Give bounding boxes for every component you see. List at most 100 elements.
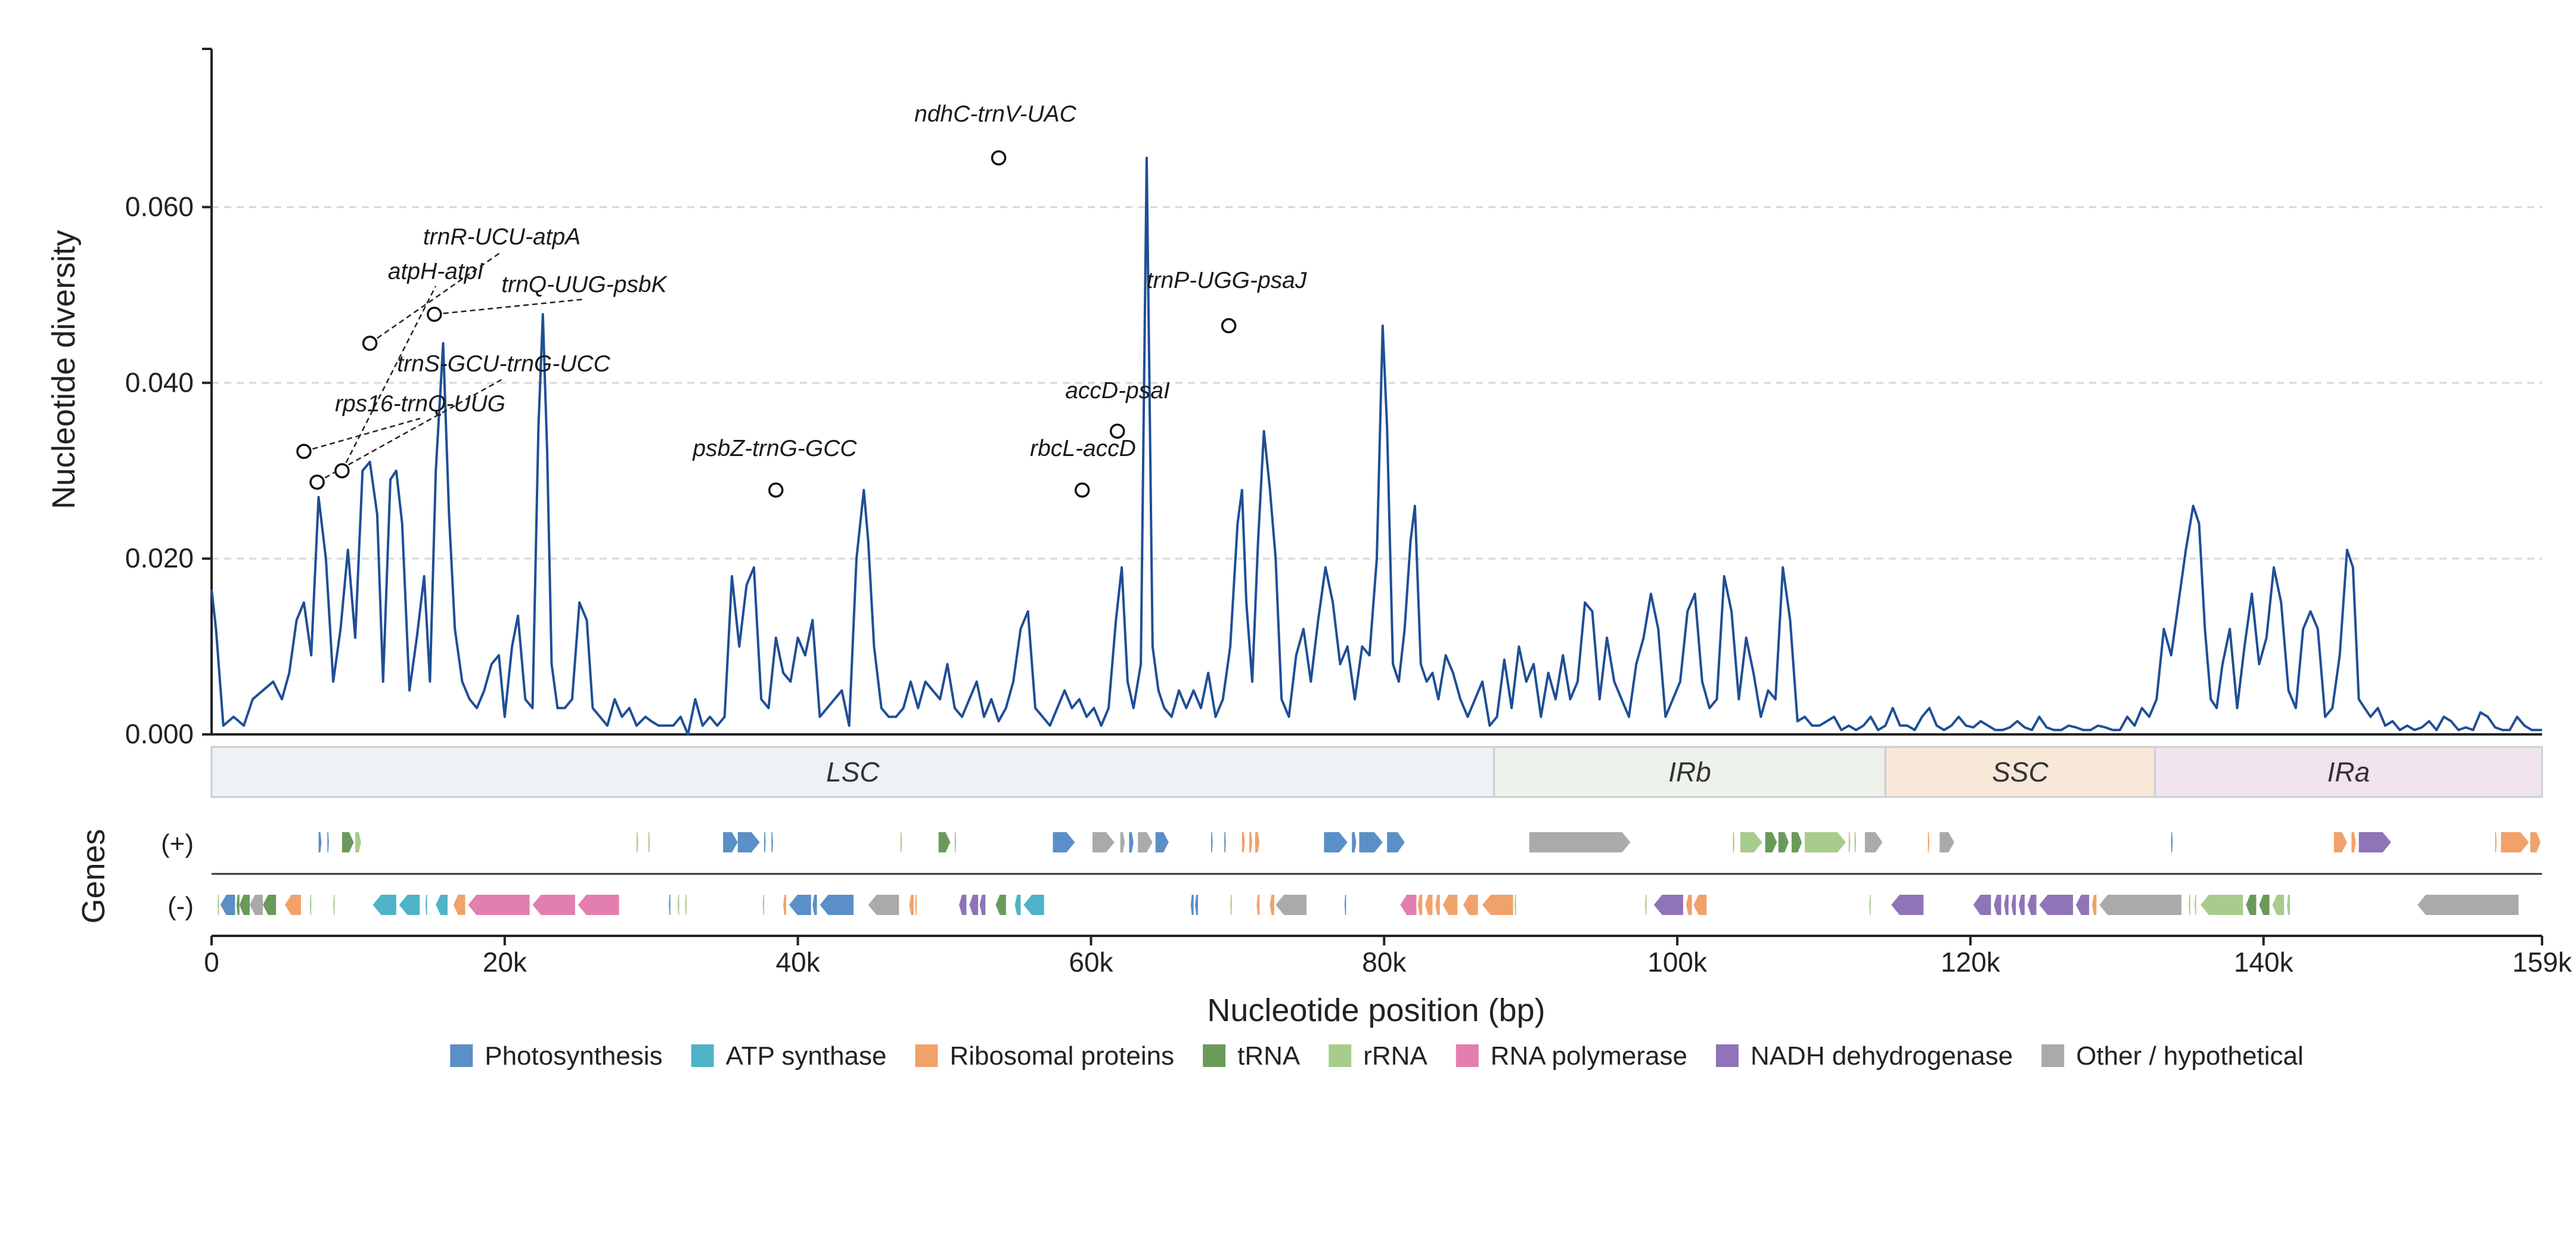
y-tick-label: 0.020	[125, 542, 194, 573]
peak-marker	[991, 150, 1007, 166]
y-tick-label: 0.040	[125, 367, 194, 398]
x-tick-label: 20k	[483, 947, 527, 978]
gene-minus-strand	[2246, 895, 2257, 915]
gene-plus-strand	[342, 832, 354, 852]
gene-minus-strand	[2189, 895, 2190, 915]
x-axis-label: Nucleotide position (bp)	[1207, 993, 1545, 1028]
gene-minus-strand	[333, 895, 335, 915]
gene-plus-strand	[1733, 832, 1735, 852]
diversity-series	[210, 156, 2542, 736]
gene-plus-strand	[1155, 832, 1169, 852]
gene-plus-strand	[1129, 832, 1134, 852]
y-axis-label: Nucleotide diversity	[46, 230, 82, 509]
gene-plus-strand	[1242, 832, 1245, 852]
gene-plus-strand	[1359, 832, 1383, 852]
gene-minus-strand	[812, 895, 817, 915]
gene-minus-strand	[1891, 895, 1924, 915]
region-band	[1884, 746, 2156, 798]
gene-minus-strand	[1270, 895, 1274, 915]
gene-minus-strand	[2195, 895, 2196, 915]
legend-label: RNA polymerase	[1491, 1041, 1687, 1071]
gene-minus-strand	[1230, 895, 1232, 915]
x-tick-label: 40k	[776, 947, 821, 978]
gene-plus-strand	[737, 832, 760, 852]
gene-minus-strand	[1256, 895, 1260, 915]
gene-minus-strand	[373, 895, 396, 915]
peak-marker	[334, 463, 350, 479]
gene-plus-strand	[2358, 832, 2391, 852]
gene-minus-strand	[909, 895, 914, 915]
gene-plus-strand	[2351, 832, 2356, 852]
region-band	[2154, 746, 2543, 798]
peak-marker	[309, 474, 325, 490]
gene-plus-strand	[954, 832, 957, 852]
gene-minus-strand	[1425, 895, 1433, 915]
legend-swatch	[915, 1044, 938, 1067]
peak-label: trnR-UCU-atpA	[423, 224, 581, 250]
gene-plus-strand	[1224, 832, 1226, 852]
region-label: SSC	[1992, 756, 2049, 787]
x-tick-label: 0	[204, 947, 219, 978]
gene-plus-strand	[2333, 832, 2347, 852]
peak-marker	[296, 443, 312, 460]
gene-minus-strand	[263, 895, 277, 915]
gene-minus-strand	[969, 895, 979, 915]
legend-label: Photosynthesis	[485, 1041, 662, 1071]
gene-plus-strand	[648, 832, 650, 852]
axes: 0.000 0.020 0.040 0.060 0 20k 40k 60k 80k 100k 120…	[125, 48, 2572, 978]
gene-minus-strand	[578, 895, 619, 915]
legend-label: Other / hypothetical	[2076, 1041, 2304, 1071]
gene-plus-strand	[1854, 832, 1857, 852]
gene-minus-strand	[1442, 895, 1458, 915]
gene-minus-strand	[2287, 895, 2291, 915]
gene-minus-strand	[1693, 895, 1707, 915]
legend-swatch	[691, 1044, 714, 1067]
gene-minus-strand	[249, 895, 263, 915]
legend: Photosynthesis ATP synthase Ribosomal prot…	[450, 1041, 2304, 1071]
peak-marker	[1109, 423, 1125, 439]
gene-minus-strand	[239, 895, 250, 915]
gene-minus-strand	[2076, 895, 2090, 915]
legend-swatch	[1455, 1044, 1479, 1067]
gene-plus-strand	[1848, 832, 1851, 852]
peak-label: rbcL-accD	[1030, 436, 1136, 461]
gene-minus-strand	[1973, 895, 1991, 915]
gene-minus-strand	[1014, 895, 1021, 915]
peak-label: accD-psaI	[1065, 378, 1170, 404]
legend-swatch	[450, 1044, 473, 1067]
y-tick-label: 0.060	[125, 191, 194, 222]
gene-minus-strand	[532, 895, 575, 915]
genome-regions-track: LSC IRb SSC IRa	[210, 746, 2543, 798]
gene-plus-strand	[2495, 832, 2497, 852]
gene-plus-strand	[1791, 832, 1802, 852]
annotation-leader-line	[303, 417, 421, 452]
gene-minus-strand	[685, 895, 687, 915]
region-band	[210, 746, 1495, 798]
gene-plus-strand	[1529, 832, 1631, 852]
gene-plus-strand	[1324, 832, 1348, 852]
x-tick-label: 120k	[1941, 947, 2001, 978]
region-label: LSC	[826, 756, 880, 787]
region-label: IRa	[2327, 756, 2370, 787]
gene-minus-strand	[284, 895, 302, 915]
gene-plus-strand	[1387, 832, 1405, 852]
annotation-leader-line	[341, 286, 437, 472]
gene-minus-strand	[1400, 895, 1417, 915]
peak-label: trnS-GCU-trnG-UCC	[397, 351, 610, 377]
peak-annotations: rps16-trnQ-UUG trnS-GCU-trnG-UCC atpH-atpI…	[296, 101, 1307, 498]
gene-minus-strand	[236, 895, 240, 915]
gene-plus-strand	[764, 832, 766, 852]
gene-minus-strand	[1275, 895, 1306, 915]
gene-minus-strand	[2011, 895, 2016, 915]
gene-minus-strand	[995, 895, 1006, 915]
peak-label: psbZ-trnG-GCC	[692, 436, 857, 461]
gene-minus-strand	[783, 895, 786, 915]
peak-marker	[1074, 482, 1090, 498]
legend-label: ATP synthase	[726, 1041, 887, 1071]
gene-minus-strand	[436, 895, 448, 915]
gene-minus-strand	[1023, 895, 1044, 915]
diversity-line	[210, 156, 2542, 736]
gene-plus-strand	[318, 832, 322, 852]
gene-minus-strand	[217, 895, 219, 915]
gene-plus-strand	[1249, 832, 1252, 852]
